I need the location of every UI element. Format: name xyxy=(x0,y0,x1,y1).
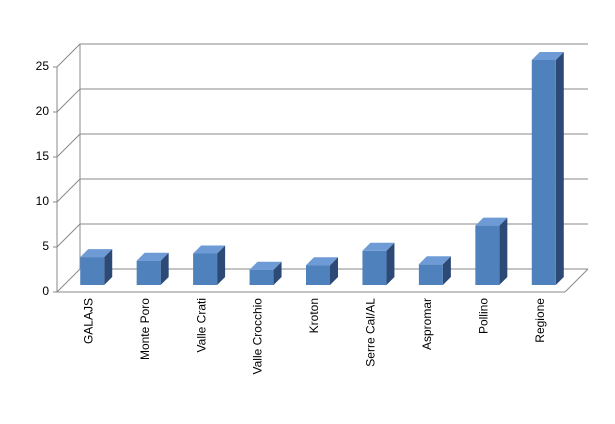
bar-top xyxy=(306,257,338,266)
x-tick-label: GALAJS xyxy=(81,298,95,344)
x-tick-label: Kroton xyxy=(307,298,321,333)
bar xyxy=(136,252,169,285)
grid-line xyxy=(56,178,588,203)
y-tick-label: 0 xyxy=(42,284,49,298)
y-tick-label: 20 xyxy=(36,104,50,118)
bar-top xyxy=(475,217,508,226)
bar-side xyxy=(555,52,564,285)
bar-front xyxy=(136,260,161,285)
bar-side xyxy=(499,217,508,285)
bar-side xyxy=(273,261,282,285)
bar xyxy=(80,249,113,285)
bar-front xyxy=(193,253,218,285)
bar-front xyxy=(249,269,274,285)
bar-front xyxy=(475,225,500,285)
bar-top xyxy=(249,261,282,270)
x-tick-label: Serre Cal/AL xyxy=(364,298,378,367)
bar-front xyxy=(362,250,387,285)
bar xyxy=(306,257,338,285)
bar-front xyxy=(306,265,330,285)
bar xyxy=(531,52,564,285)
bar-top xyxy=(136,252,169,261)
bar-top xyxy=(531,52,564,60)
bar xyxy=(475,217,508,285)
bar-front xyxy=(80,257,105,285)
bar-side xyxy=(442,256,451,285)
bar xyxy=(362,242,395,285)
bar-front xyxy=(418,264,443,285)
bar-top xyxy=(80,249,113,258)
grid-line xyxy=(56,133,588,158)
x-tick-label: Regione xyxy=(533,298,547,343)
bar-top xyxy=(193,245,226,254)
x-tick-label: Pollino xyxy=(477,298,491,334)
bar-side xyxy=(217,245,226,285)
bar-side xyxy=(330,257,338,285)
grid-line xyxy=(56,43,588,68)
y-tick-label: 5 xyxy=(42,239,49,253)
bar-side xyxy=(104,249,113,285)
bar-top xyxy=(362,242,395,251)
bar-front xyxy=(531,60,556,285)
x-tick-label: Monte Poro xyxy=(138,298,152,360)
y-tick-label: 10 xyxy=(36,194,50,208)
bar xyxy=(249,261,282,285)
bar-side xyxy=(386,242,395,285)
x-tick-label: Valle Crati xyxy=(194,298,208,352)
floor-right xyxy=(564,268,589,293)
bar-side xyxy=(160,252,169,285)
y-tick-label: 25 xyxy=(36,59,50,73)
x-tick-label: Valle Crocchio xyxy=(251,298,265,375)
bar xyxy=(193,245,226,285)
y-tick-label: 15 xyxy=(36,149,50,163)
bar-top xyxy=(418,256,451,265)
bar xyxy=(418,256,451,285)
grid-line xyxy=(56,88,588,113)
grid-line xyxy=(56,223,588,248)
grid-line xyxy=(56,268,588,293)
x-tick-label: Aspromar xyxy=(420,298,434,350)
